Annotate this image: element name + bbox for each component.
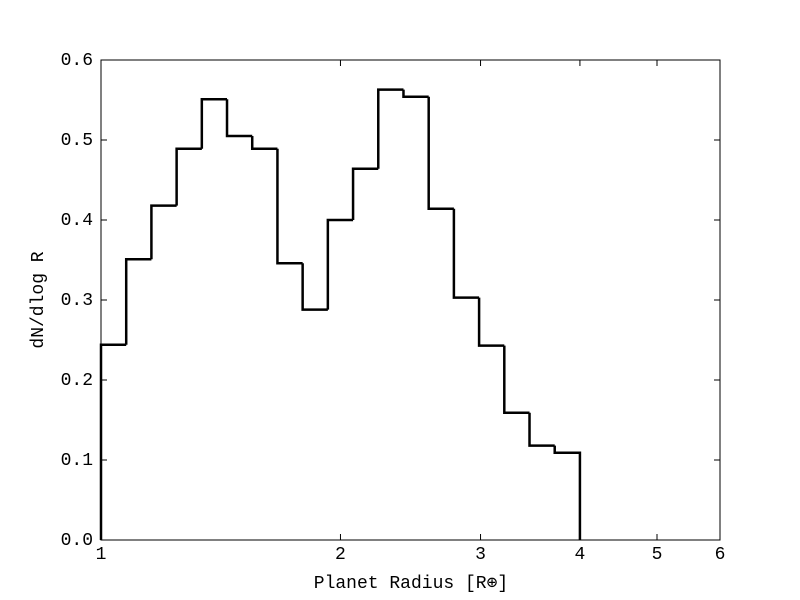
y-tick-label: 0.5 <box>61 131 93 151</box>
histogram-step <box>477 297 505 347</box>
y-tick-label: 0.4 <box>61 211 93 231</box>
histogram-step <box>452 208 480 299</box>
histogram-step <box>175 147 202 206</box>
x-tick-label: 6 <box>715 545 726 565</box>
x-tick-label: 4 <box>575 545 586 565</box>
histogram-step <box>503 345 530 415</box>
x-axis-label: Planet Radius [R⊕] <box>314 574 508 594</box>
x-tick-label: 1 <box>96 545 107 565</box>
histogram-step <box>124 257 152 345</box>
histogram-step <box>402 89 429 99</box>
histogram-step <box>200 97 228 149</box>
histogram-step <box>427 96 454 211</box>
plot-frame <box>100 59 721 541</box>
histogram-step <box>250 136 278 151</box>
y-tick-label: 0.0 <box>61 531 93 551</box>
histogram-step <box>150 204 177 260</box>
y-tick-label: 0.6 <box>61 51 93 71</box>
x-tick-label: 2 <box>335 545 346 565</box>
y-tick-label: 0.2 <box>61 371 93 391</box>
histogram-step <box>528 412 555 447</box>
histogram-step <box>553 445 582 540</box>
histogram-step <box>377 88 404 169</box>
histogram-step <box>326 218 354 310</box>
histogram-step <box>301 263 328 311</box>
histogram-step <box>276 148 303 265</box>
y-tick-label: 0.3 <box>61 291 93 311</box>
x-tick-label: 5 <box>652 545 663 565</box>
y-tick-label: 0.1 <box>61 451 93 471</box>
x-tick-label: 3 <box>475 545 486 565</box>
histogram-step <box>225 99 253 138</box>
histogram-step <box>351 167 379 220</box>
y-axis-label: dN/dlog R <box>29 251 49 348</box>
